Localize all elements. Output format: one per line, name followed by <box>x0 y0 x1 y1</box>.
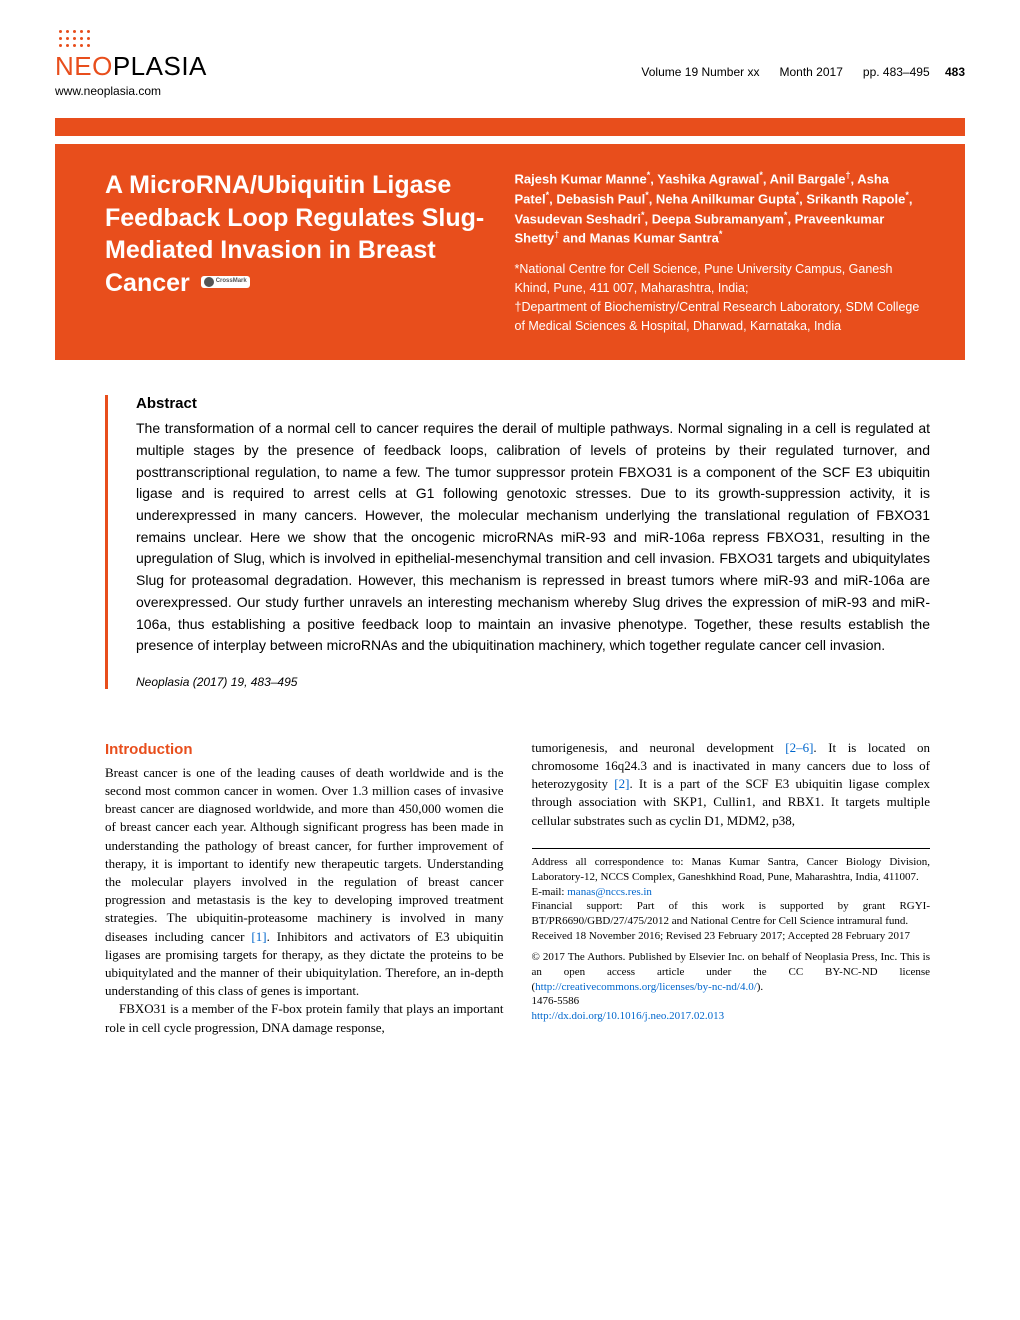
abstract-heading: Abstract <box>136 395 930 412</box>
page-header: NEOPLASIA www.neoplasia.com Volume 19 Nu… <box>55 30 965 98</box>
crossmark-badge[interactable]: CrossMark <box>201 276 250 291</box>
affiliations: *National Centre for Cell Science, Pune … <box>515 260 931 335</box>
logo-neo-part: NEO <box>55 51 113 81</box>
footer-divider <box>532 848 931 849</box>
title-author-box: A MicroRNA/Ubiquitin Ligase Feedback Loo… <box>55 144 965 360</box>
doi-link[interactable]: http://dx.doi.org/10.1016/j.neo.2017.02.… <box>532 1009 931 1024</box>
intro-p2-text-a: tumorigenesis, and neuronal development <box>532 740 786 755</box>
orange-divider-bar <box>55 118 965 136</box>
article-title-text: A MicroRNA/Ubiquitin Ligase Feedback Loo… <box>105 171 484 297</box>
email-link[interactable]: manas@nccs.res.in <box>567 886 652 898</box>
volume-label: Volume 19 Number xx <box>641 65 759 79</box>
copyright-text: © 2017 The Authors. Published by Elsevie… <box>532 950 931 995</box>
page-number: 483 <box>945 65 965 79</box>
intro-paragraph-2-cont: tumorigenesis, and neuronal development … <box>532 739 931 830</box>
header-meta: Volume 19 Number xx Month 2017 pp. 483–4… <box>641 65 965 79</box>
reference-link-1[interactable]: [1] <box>251 929 266 944</box>
funding-text: Financial support: Part of this work is … <box>532 899 931 929</box>
intro-p1-text-a: Breast cancer is one of the leading caus… <box>105 765 504 944</box>
email-label: E-mail: <box>532 886 568 898</box>
crossmark-label: CrossMark <box>216 278 247 286</box>
intro-paragraph-1: Breast cancer is one of the leading caus… <box>105 764 504 1000</box>
body-column-right: tumorigenesis, and neuronal development … <box>532 739 931 1037</box>
journal-url[interactable]: www.neoplasia.com <box>55 84 207 98</box>
logo-text: NEOPLASIA <box>55 51 207 82</box>
intro-paragraph-2: FBXO31 is a member of the F-box protein … <box>105 1000 504 1036</box>
copyright-b: ). <box>757 981 763 993</box>
introduction-heading: Introduction <box>105 739 504 760</box>
month-label: Month 2017 <box>779 65 842 79</box>
abstract-citation: Neoplasia (2017) 19, 483–495 <box>136 675 930 689</box>
footer-section: Address all correspondence to: Manas Kum… <box>532 848 931 1024</box>
body-columns: Introduction Breast cancer is one of the… <box>105 739 930 1037</box>
pages-label: pp. 483–495 <box>863 65 930 79</box>
body-column-left: Introduction Breast cancer is one of the… <box>105 739 504 1037</box>
article-title: A MicroRNA/Ubiquitin Ligase Feedback Loo… <box>105 169 485 299</box>
logo-plasia-part: PLASIA <box>113 51 207 81</box>
reference-link-2[interactable]: [2–6] <box>785 740 813 755</box>
issn-text: 1476-5586 <box>532 994 931 1009</box>
journal-logo: NEOPLASIA www.neoplasia.com <box>55 30 207 98</box>
abstract-section: Abstract The transformation of a normal … <box>105 395 930 689</box>
authors-list: Rajesh Kumar Manne*, Yashika Agrawal*, A… <box>515 169 931 248</box>
license-link[interactable]: http://creativecommons.org/licenses/by-n… <box>535 981 757 993</box>
email-line: E-mail: manas@nccs.res.in <box>532 885 931 900</box>
reference-link-3[interactable]: [2] <box>614 776 629 791</box>
logo-dots-icon <box>59 30 207 48</box>
abstract-text: The transformation of a normal cell to c… <box>136 418 930 657</box>
dates-text: Received 18 November 2016; Revised 23 Fe… <box>532 929 931 944</box>
affiliation-2: †Department of Biochemistry/Central Rese… <box>515 298 931 336</box>
correspondence-text: Address all correspondence to: Manas Kum… <box>532 855 931 885</box>
affiliation-1: *National Centre for Cell Science, Pune … <box>515 260 931 298</box>
